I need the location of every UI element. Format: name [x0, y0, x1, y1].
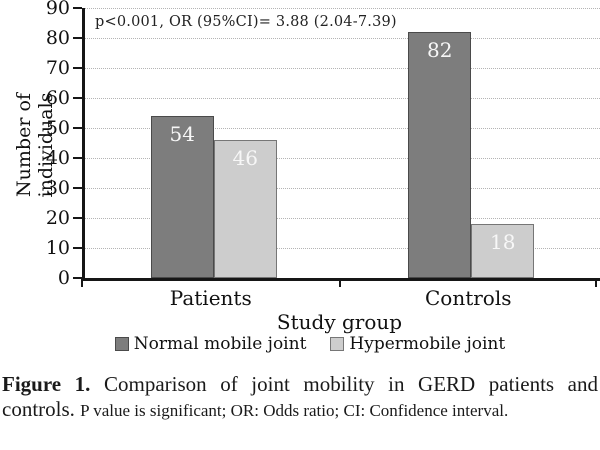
y-tick-label-10: 10: [45, 237, 70, 259]
y-tick-mark-70: [73, 67, 82, 69]
stats-annotation: p<0.001, OR (95%CI)= 3.88 (2.04-7.39): [95, 14, 397, 30]
legend-item-normal: Normal mobile joint: [114, 334, 307, 354]
bar-controls-hypermobile: 18: [471, 224, 535, 278]
x-tick-mark-2: [595, 279, 597, 287]
legend-label: Normal mobile joint: [133, 334, 307, 354]
y-tick-mark-10: [73, 247, 82, 249]
caption-title: Comparison of joint mobility in GERD pat…: [2, 372, 598, 421]
gridline-90: [85, 7, 600, 9]
y-tick-label-50: 50: [45, 117, 70, 139]
y-tick-label-0: 0: [57, 267, 70, 289]
caption-note: P value is significant; OR: Odds ratio; …: [80, 400, 509, 420]
y-tick-label-80: 80: [45, 27, 70, 49]
y-tick-mark-0: [73, 277, 82, 279]
gridline-40: [85, 157, 600, 159]
y-tick-mark-60: [73, 97, 82, 99]
bar-value-label: 54: [169, 122, 195, 146]
bar-chart: Number of individuals p<0.001, OR (95%CI…: [0, 0, 600, 354]
legend-swatch-icon: [330, 337, 345, 351]
y-tick-mark-40: [73, 157, 82, 159]
gridline-30: [85, 187, 600, 189]
bar-value-label: 82: [427, 38, 453, 62]
y-tick-label-90: 90: [45, 0, 70, 19]
gridline-20: [85, 217, 600, 219]
x-axis-title: Study group: [276, 310, 403, 334]
plot-area: 54 46 82 18: [82, 7, 600, 281]
category-label-patients: Patients: [169, 286, 252, 310]
gridline-60: [85, 97, 600, 99]
y-tick-label-60: 60: [45, 87, 70, 109]
gridline-10: [85, 247, 600, 249]
legend-item-hypermobile: Hypermobile joint: [330, 334, 505, 354]
figure-caption: Figure 1. Comparison of joint mobility i…: [2, 372, 598, 422]
bar-patients-hypermobile: 46: [213, 140, 277, 278]
caption-label: Figure 1.: [2, 372, 91, 396]
legend-swatch-icon: [114, 337, 129, 351]
y-tick-label-20: 20: [45, 207, 70, 229]
y-tick-label-40: 40: [45, 147, 70, 169]
x-tick-mark-1: [338, 279, 341, 287]
y-tick-label-70: 70: [45, 57, 70, 79]
y-tick-mark-20: [73, 217, 82, 219]
gridline-50: [85, 127, 600, 129]
y-tick-label-30: 30: [45, 177, 70, 199]
y-tick-mark-50: [73, 127, 82, 129]
bar-value-label: 18: [490, 230, 516, 254]
gridline-80: [85, 37, 600, 39]
legend-label: Hypermobile joint: [349, 334, 506, 354]
bar-value-label: 46: [232, 146, 258, 170]
x-tick-mark-0: [81, 279, 83, 287]
gridline-70: [85, 67, 600, 69]
y-tick-mark-30: [73, 187, 82, 189]
bar-patients-normal: 54: [150, 116, 214, 278]
category-label-controls: Controls: [424, 286, 512, 310]
legend: Normal mobile joint Hypermobile joint: [0, 334, 600, 354]
bar-controls-normal: 82: [408, 32, 472, 278]
y-tick-mark-80: [73, 37, 82, 39]
y-tick-mark-90: [73, 7, 82, 9]
